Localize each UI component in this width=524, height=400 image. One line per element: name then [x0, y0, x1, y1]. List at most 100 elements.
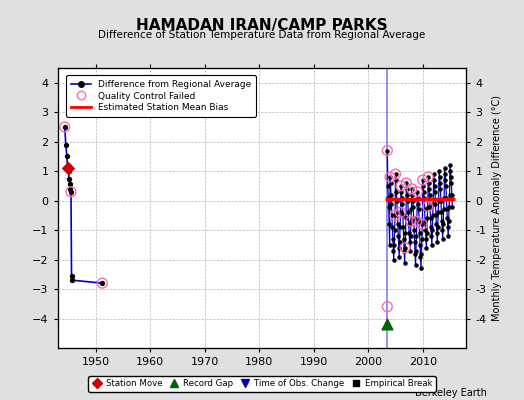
Point: [423, 215, 431, 222]
Point: [424, 174, 432, 180]
Point: [426, 203, 434, 210]
Point: [383, 147, 391, 154]
Point: [394, 221, 402, 228]
Point: [448, 203, 456, 210]
Point: [383, 304, 391, 310]
Point: [388, 212, 396, 218]
Point: [413, 218, 421, 224]
Point: [421, 218, 429, 224]
Point: [418, 221, 427, 228]
Point: [98, 280, 106, 286]
Point: [413, 194, 422, 201]
Point: [61, 124, 69, 130]
Point: [432, 212, 440, 218]
Point: [418, 221, 427, 228]
Point: [389, 256, 398, 263]
Point: [62, 142, 70, 148]
Point: [425, 186, 433, 192]
Point: [63, 165, 72, 172]
Point: [415, 218, 423, 224]
Point: [419, 183, 428, 189]
Point: [391, 212, 399, 218]
Point: [438, 227, 446, 233]
Point: [409, 198, 417, 204]
Point: [418, 236, 426, 242]
Point: [385, 221, 394, 228]
Point: [389, 248, 397, 254]
Point: [420, 188, 428, 195]
Point: [396, 209, 405, 216]
Point: [436, 186, 445, 192]
Point: [65, 175, 73, 182]
Text: Difference of Station Temperature Data from Regional Average: Difference of Station Temperature Data f…: [99, 30, 425, 40]
Point: [434, 209, 442, 216]
Point: [395, 244, 403, 251]
Point: [427, 233, 435, 239]
Point: [409, 215, 418, 222]
Text: Berkeley Earth: Berkeley Earth: [416, 388, 487, 398]
Point: [416, 230, 424, 236]
Point: [429, 212, 437, 218]
Point: [407, 218, 415, 224]
Point: [434, 198, 443, 204]
Point: [411, 250, 419, 257]
Point: [64, 168, 73, 174]
Point: [431, 200, 440, 207]
Point: [98, 280, 106, 286]
Point: [66, 186, 74, 192]
Point: [446, 162, 454, 168]
Point: [417, 250, 425, 257]
Point: [63, 165, 72, 172]
Point: [67, 188, 75, 195]
Point: [422, 236, 430, 242]
Point: [391, 171, 400, 177]
Point: [67, 188, 75, 195]
Point: [436, 198, 445, 204]
Point: [384, 183, 392, 189]
Point: [427, 224, 435, 230]
Point: [406, 248, 414, 254]
Point: [66, 181, 74, 188]
Point: [385, 203, 393, 210]
Point: [406, 239, 414, 245]
Point: [433, 239, 442, 245]
Point: [384, 194, 392, 201]
Point: [68, 277, 77, 284]
Point: [391, 171, 400, 177]
Point: [396, 209, 405, 216]
Point: [408, 186, 416, 192]
Point: [392, 198, 401, 204]
Point: [435, 174, 444, 180]
Point: [416, 242, 424, 248]
Point: [419, 177, 427, 183]
Point: [386, 242, 394, 248]
Point: [383, 147, 391, 154]
Point: [398, 200, 407, 207]
Point: [447, 174, 455, 180]
Point: [424, 180, 433, 186]
Point: [440, 165, 449, 172]
Point: [412, 248, 420, 254]
Point: [432, 221, 441, 228]
Point: [402, 180, 411, 186]
Point: [424, 174, 432, 180]
Point: [395, 254, 403, 260]
Point: [405, 230, 413, 236]
Point: [397, 183, 405, 189]
Point: [419, 177, 427, 183]
Point: [401, 244, 409, 251]
Point: [413, 188, 421, 195]
Point: [437, 209, 445, 216]
Legend: Difference from Regional Average, Quality Control Failed, Estimated Station Mean: Difference from Regional Average, Qualit…: [66, 75, 256, 117]
Point: [414, 206, 423, 213]
Y-axis label: Monthly Temperature Anomaly Difference (°C): Monthly Temperature Anomaly Difference (…: [492, 95, 502, 321]
Point: [411, 262, 420, 269]
Point: [421, 227, 430, 233]
Point: [406, 233, 414, 239]
Point: [396, 224, 404, 230]
Point: [413, 218, 421, 224]
Point: [400, 259, 409, 266]
Point: [407, 206, 416, 213]
Point: [401, 230, 410, 236]
Point: [388, 224, 397, 230]
